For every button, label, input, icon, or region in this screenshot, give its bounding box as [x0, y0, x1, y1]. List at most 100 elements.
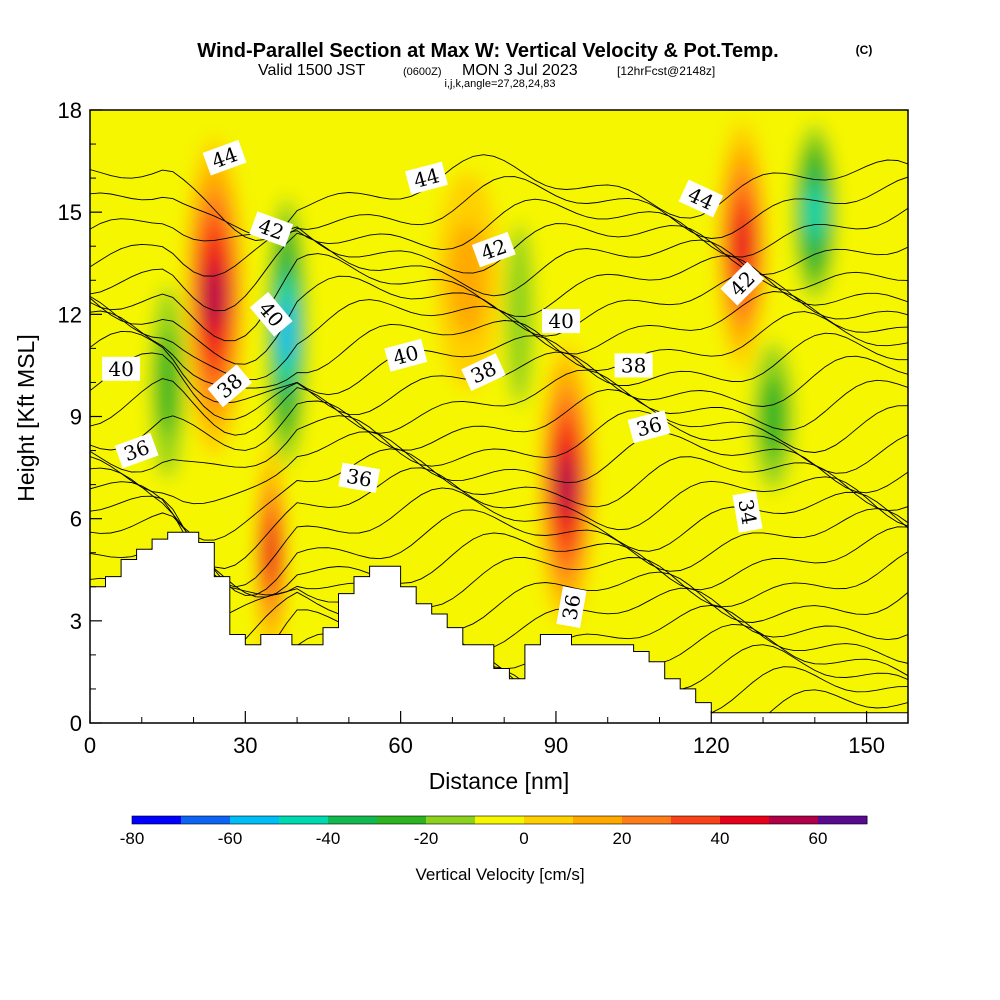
- velocity-cell-9-level-3: [760, 376, 787, 457]
- contour-label-box: [471, 231, 516, 268]
- colorbar-swatch: [769, 816, 819, 824]
- y-tick-label: 9: [70, 405, 82, 430]
- contour-label-box: [207, 364, 253, 408]
- colorbar-swatch: [671, 816, 721, 824]
- contour-label-box: [614, 353, 653, 378]
- contour-label-box: [114, 432, 159, 469]
- theta-contour-line: [90, 431, 908, 505]
- velocity-cell-8-level-3: [156, 331, 179, 434]
- velocity-field: [146, 110, 839, 661]
- contour-label-box: [556, 586, 587, 628]
- x-tick-label: 60: [388, 733, 412, 758]
- x-tick-label: 90: [544, 733, 568, 758]
- subtitle-fcst: [12hrFcst@2148z]: [617, 64, 715, 78]
- colorbar-tick-label: -80: [120, 829, 145, 848]
- colorbar-swatch: [524, 816, 574, 824]
- theta-contour-line: [90, 644, 908, 723]
- velocity-cell-3-level-6: [556, 455, 576, 514]
- y-tick-label: 12: [58, 302, 82, 327]
- contour-label-box: [102, 356, 141, 381]
- subtitle-date: MON 3 Jul 2023: [462, 62, 578, 79]
- colorbar-tick-label: 60: [809, 829, 828, 848]
- contour-label-text: 40: [108, 357, 133, 381]
- contour-label-box: [678, 179, 724, 218]
- velocity-cell-6-level-2: [505, 223, 534, 406]
- contour-label-box: [461, 353, 506, 392]
- theta-contour-line: [90, 448, 908, 541]
- contour-label-38: 38: [614, 353, 653, 378]
- colorbar-label: Vertical Velocity [cm/s]: [415, 865, 584, 884]
- contour-label-36: 36: [338, 462, 380, 493]
- contour-label-44: 44: [405, 161, 448, 195]
- contour-label-box: [732, 491, 763, 533]
- colorbar-swatch: [475, 816, 525, 824]
- contour-label-36: 36: [556, 586, 587, 628]
- theta-contour-line: [90, 410, 908, 474]
- colorbar-tick-label: 20: [613, 829, 632, 848]
- subtitle-ijk: i,j,k,angle=27,28,24,83: [444, 78, 555, 90]
- contour-label-text: 36: [345, 464, 374, 492]
- colorbar-swatch: [181, 816, 231, 824]
- x-tick-label: 150: [848, 733, 885, 758]
- colorbar-swatch: [573, 816, 623, 824]
- colorbar-swatch: [426, 816, 476, 824]
- colorbar-swatch: [279, 816, 329, 824]
- colorbar-tick-label: 0: [519, 829, 528, 848]
- colorbar-swatch: [328, 816, 378, 824]
- contour-label-box: [720, 261, 765, 306]
- contour-label-box: [627, 410, 671, 444]
- contour-label-box: [202, 139, 247, 176]
- y-tick-label: 6: [70, 507, 82, 532]
- x-tick-label: 0: [84, 733, 96, 758]
- colorbar-swatch: [132, 816, 182, 824]
- contour-label-box: [249, 211, 294, 247]
- velocity-cell-5-level-5: [805, 185, 825, 239]
- theta-contour-line: [90, 232, 908, 312]
- chart-title: Wind-Parallel Section at Max W: Vertical…: [197, 40, 778, 62]
- colorbar-swatch: [377, 816, 427, 824]
- velocity-shading: [146, 110, 839, 661]
- theta-contour-line: [90, 388, 908, 453]
- contour-label-40: 40: [542, 309, 581, 334]
- x-axis-label: Distance [nm]: [429, 768, 570, 794]
- contour-label-40: 40: [102, 356, 141, 381]
- contour-label-text: 34: [733, 497, 761, 526]
- colorbar-swatch: [230, 816, 280, 824]
- contour-label-text: 36: [557, 593, 585, 622]
- velocity-cell-4-level-5: [732, 216, 752, 277]
- theta-contour-line: [90, 253, 908, 342]
- y-tick-label: 18: [58, 98, 82, 123]
- y-tick-label: 3: [70, 609, 82, 634]
- contour-label-box: [405, 161, 448, 195]
- contour-label-text: 38: [621, 353, 646, 377]
- colorbar-tick-label: -20: [414, 829, 439, 848]
- colorbar-tick-label: -40: [316, 829, 341, 848]
- colorbar-frame: [131, 815, 868, 825]
- colorbar-swatch: [720, 816, 770, 824]
- contour-label-box: [338, 462, 380, 493]
- velocity-cell-2-level-5: [263, 526, 279, 580]
- y-tick-label: 0: [70, 711, 82, 736]
- terrain-mask: [90, 531, 908, 723]
- colorbar-swatch: [622, 816, 672, 824]
- contour-label-text: 40: [548, 309, 573, 333]
- x-tick-label: 30: [233, 733, 257, 758]
- velocity-cell-0-level-6: [204, 265, 225, 329]
- theta-contour-line: [90, 154, 908, 241]
- subtitle-valid: Valid 1500 JST: [258, 62, 366, 79]
- x-tick-label: 120: [693, 733, 730, 758]
- colorbar-tick-label: -60: [218, 829, 243, 848]
- theta-contour-line: [90, 369, 908, 436]
- colorbar-swatch: [818, 816, 868, 824]
- contour-label-box: [542, 309, 581, 334]
- y-tick-label: 15: [58, 200, 82, 225]
- velocity-cell-7-level-2: [448, 223, 487, 338]
- contour-label-box: [249, 292, 293, 337]
- theta-contour-line: [90, 467, 908, 569]
- contour-label-34: 34: [732, 491, 763, 533]
- contour-label-box: [384, 338, 428, 372]
